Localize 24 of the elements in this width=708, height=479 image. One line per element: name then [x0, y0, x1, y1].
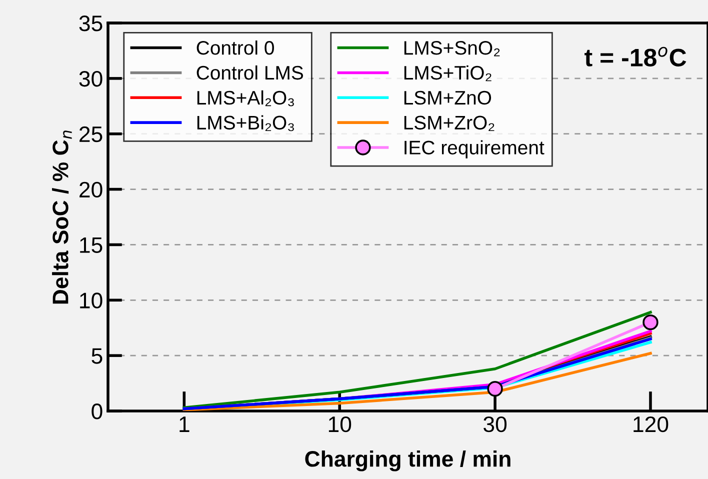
y-tick-label: 5	[92, 348, 102, 364]
y-tick-label: 15	[80, 237, 102, 253]
legend-label: Control LMS	[196, 65, 304, 80]
y-tick-label: 20	[80, 182, 102, 198]
y-tick-label: 0	[92, 404, 102, 420]
y-tick-label: 10	[80, 292, 102, 308]
legend-label: LMS+SnO₂	[404, 41, 500, 56]
legend-label: Control 0	[196, 40, 274, 55]
x-tick-label: 30	[484, 416, 507, 432]
legend-label: LMS+TiO₂	[404, 65, 492, 82]
y-axis-title: Delta SoC / % C$_{n}$	[52, 130, 72, 304]
x-tick-label: 10	[328, 416, 352, 432]
legend-label: LSM+ZnO	[404, 90, 492, 105]
legend-label: LMS+Al₂O₃	[197, 90, 294, 106]
y-tick-label: 30	[79, 70, 102, 87]
x-tick-label: 120	[634, 416, 668, 432]
legend-label: LSM+ZrO₂	[404, 116, 494, 132]
x-tick-label: 1	[180, 416, 190, 432]
legend-label: LMS+Bi₂O₃	[197, 115, 294, 132]
y-tick-label: 25	[80, 126, 102, 142]
y-tick-label: 35	[79, 16, 102, 32]
legend-label: IEC requirement	[404, 140, 544, 158]
annotation: t = -18$^{o}$C	[584, 46, 686, 66]
x-axis-title: Charging time / min	[305, 450, 510, 472]
